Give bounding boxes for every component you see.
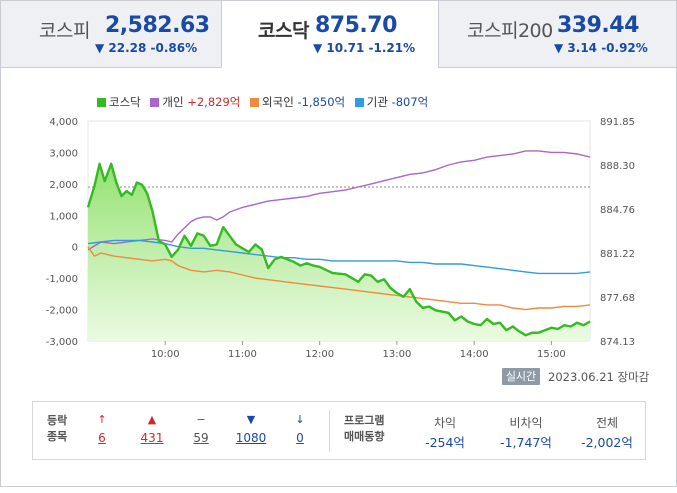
y-right-tick-label: 888.30 [600, 161, 635, 172]
tab-kosdaq-name: 코스닥 [258, 20, 309, 42]
arbitrage-head: 차익 [433, 416, 457, 430]
chart-plot [86, 150, 591, 341]
legend-institution-value: -807억 [391, 95, 429, 109]
x-tick-label: 14:00 [460, 349, 489, 358]
series-line-기관 [87, 239, 591, 275]
y-left-tick-label: -3,000 [46, 337, 78, 348]
legend-kosdaq-label: 코스닥 [109, 95, 141, 109]
y-left-tick-label: -1,000 [46, 274, 78, 285]
series-line-외국인 [87, 246, 591, 311]
y-right-tick-label: 874.13 [600, 337, 635, 348]
tab-kospi200-name: 코스피200 [467, 20, 553, 42]
upper-limit-icon: ↑ [97, 413, 107, 426]
program-label-line2: 매매동향 [344, 430, 385, 443]
tab-kospi200[interactable]: 코스피200 339.44 ▼ 3.14 -0.92% [438, 0, 677, 68]
legend-individual-value: +2,829억 [187, 95, 241, 109]
upper-limit-count[interactable]: 6 [98, 431, 106, 445]
program-label-line1: 프로그램 [344, 414, 385, 427]
tab-kospi-name: 코스피 [39, 20, 90, 42]
y-left-tick-label: -2,000 [46, 306, 78, 317]
x-tick-label: 12:00 [305, 349, 334, 358]
market-breadth-box: 등락 종목 ↑ 6 ▲ 431 − 59 ▼ 1080 ↓ 0 프로그램 매매동… [32, 401, 646, 460]
tab-kospi[interactable]: 코스피 2,582.63 ▼ 22.28 -0.86% [0, 0, 222, 68]
y-right-tick-label: 891.85 [600, 117, 635, 128]
intraday-chart: 4,000 3,000 2,000 1,000 0 -1,000 -2,000 -3,000 8… [46, 117, 635, 358]
lower-limit-icon: ↓ [295, 413, 305, 426]
tab-kosdaq-change: ▼ 10.71 -1.21% [313, 41, 416, 55]
non-arbitrage-value: -1,747억 [500, 435, 552, 450]
legend-institution-label: 기관 [366, 95, 388, 109]
y-left-tick-label: 3,000 [49, 148, 78, 159]
legend-foreign-value: -1,850억 [297, 95, 346, 109]
legend-foreign-label: 외국인 [262, 95, 294, 109]
series-line-개인 [87, 150, 591, 251]
legend-kosdaq-swatch [97, 98, 106, 107]
realtime-button[interactable]: 실시간 [502, 368, 540, 385]
fall-count[interactable]: 1080 [235, 431, 267, 445]
fall-icon: ▼ [246, 413, 256, 426]
tab-kospi-change: ▼ 22.28 -0.86% [95, 41, 198, 55]
tab-kosdaq[interactable]: 코스닥 875.70 ▼ 10.71 -1.21% [221, 0, 439, 68]
legend-institution: 기관 -807억 [354, 94, 429, 110]
legend-individual: 개인 +2,829억 [150, 94, 240, 110]
x-tick-label: 10:00 [151, 349, 180, 358]
unchanged-icon: − [196, 413, 206, 426]
program-total-value: -2,002억 [581, 435, 633, 450]
non-arbitrage-head: 비차익 [509, 416, 543, 430]
x-tick-label: 15:00 [537, 349, 566, 358]
legend-kosdaq: 코스닥 [97, 94, 141, 110]
y-left-tick-label: 2,000 [49, 180, 78, 191]
kosdaq-area-fill [88, 163, 590, 341]
legend-individual-swatch [150, 98, 160, 107]
chart-axes: 4,000 3,000 2,000 1,000 0 -1,000 -2,000 -3,000 8… [46, 117, 635, 358]
arbitrage-value: -254억 [425, 435, 465, 450]
y-right-tick-label: 881.22 [600, 249, 635, 260]
x-tick-label: 13:00 [383, 349, 412, 358]
unchanged-count[interactable]: 59 [193, 431, 209, 445]
legend-institution-swatch [354, 98, 364, 107]
kosdaq-line [86, 162, 591, 337]
breadth-label-line2: 종목 [47, 430, 68, 443]
y-left-tick-label: 4,000 [49, 117, 78, 128]
tab-kospi-value: 2,582.63 [105, 13, 210, 38]
y-right-tick-label: 884.76 [600, 205, 635, 216]
lower-limit-count[interactable]: 0 [296, 431, 304, 445]
legend-foreign: 외국인 -1,850억 [250, 94, 345, 110]
index-tabs: 코스피 2,582.63 ▼ 22.28 -0.86% 코스닥 875.70 ▼… [0, 0, 677, 68]
y-left-tick-label: 0 [72, 243, 78, 254]
x-tick-label: 11:00 [228, 349, 257, 358]
legend-foreign-swatch [250, 98, 260, 107]
y-right-tick-label: 877.68 [600, 293, 635, 304]
legend-individual-label: 개인 [162, 95, 184, 109]
rise-count[interactable]: 431 [140, 431, 164, 445]
breadth-label: 등락 종목 [47, 413, 67, 445]
y-left-tick-label: 1,000 [49, 211, 78, 222]
tab-kospi200-value: 339.44 [557, 13, 639, 38]
chart-legend: 코스닥 개인 +2,829억 외국인 -1,850억 기관 -807억 [97, 94, 434, 110]
tab-kosdaq-value: 875.70 [315, 13, 397, 38]
market-date-status: 2023.06.21 장마감 [548, 370, 650, 384]
tab-kospi200-change: ▼ 3.14 -0.92% [554, 41, 648, 55]
breadth-label-line1: 등락 [47, 414, 68, 427]
stats-divider [329, 410, 330, 452]
program-total-head: 전체 [595, 416, 619, 430]
rise-icon: ▲ [147, 413, 157, 426]
program-trading-label: 프로그램 매매동향 [344, 413, 384, 445]
